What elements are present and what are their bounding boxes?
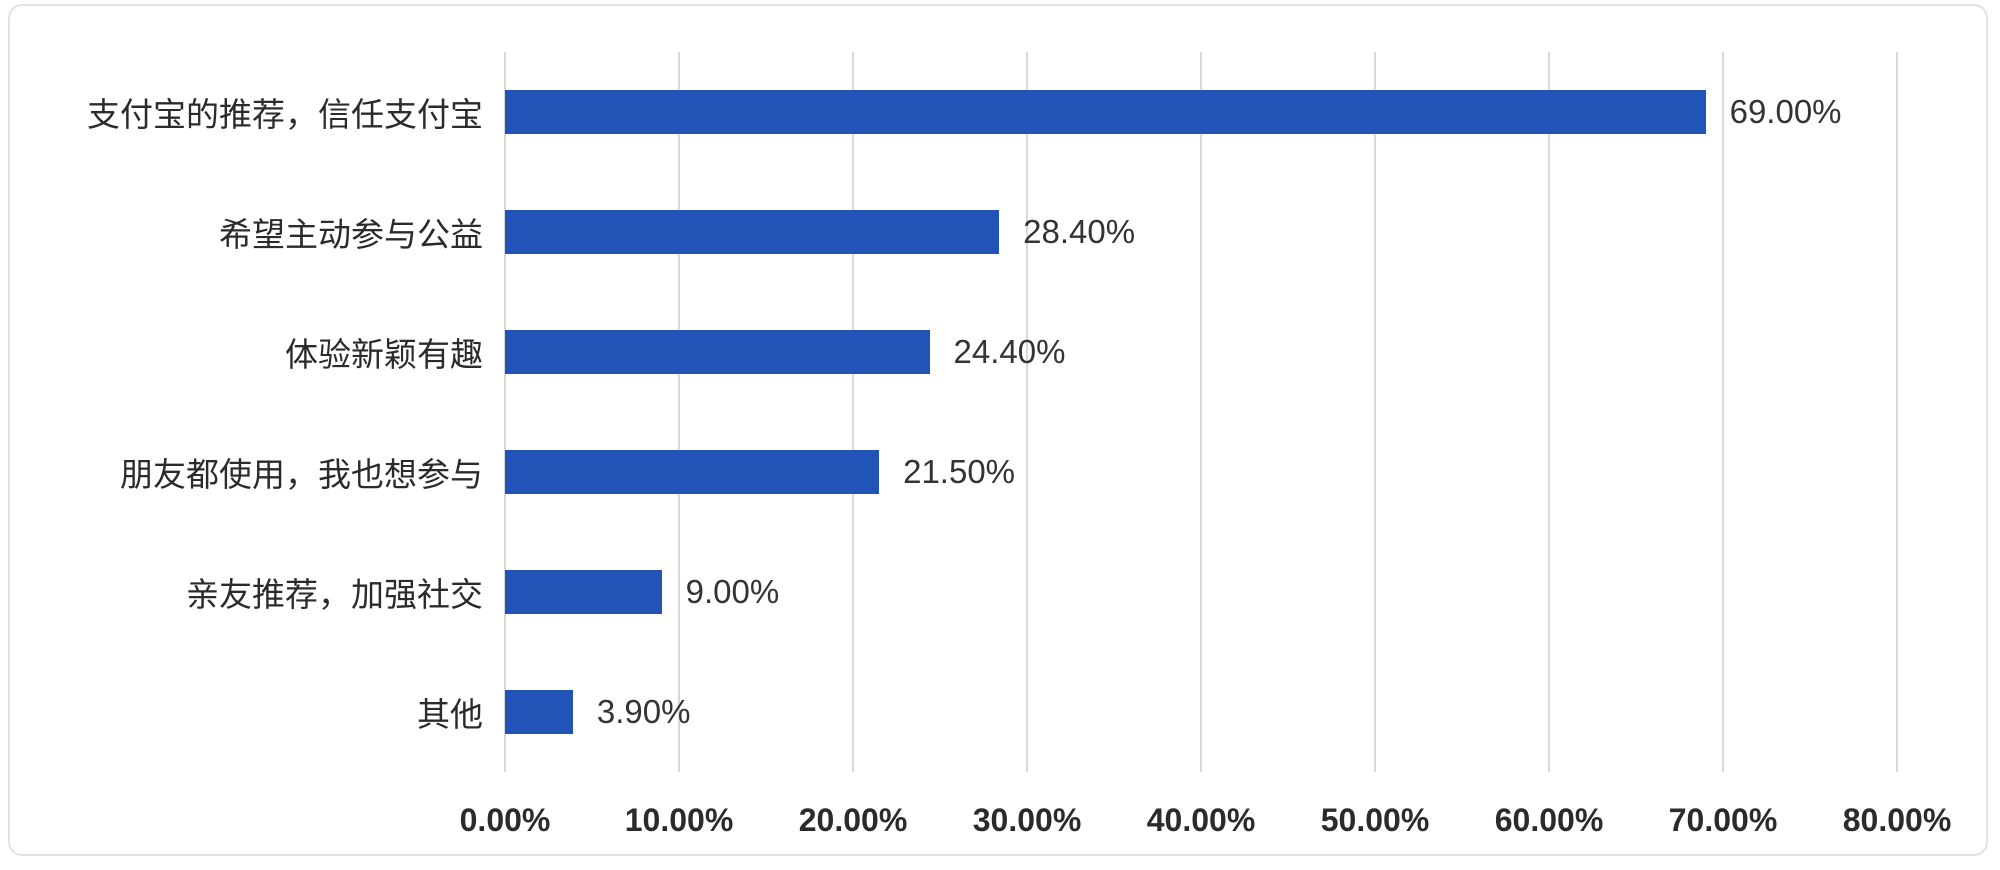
value-label: 69.00%	[1729, 93, 1842, 130]
gridline	[1374, 52, 1376, 772]
bar	[505, 570, 662, 614]
gridline	[678, 52, 680, 772]
gridline	[1200, 52, 1202, 772]
value-label: 24.40%	[953, 333, 1066, 370]
x-axis-tick-label: 20.00%	[798, 802, 908, 838]
category-label: 支付宝的推荐，信任支付宝	[87, 96, 483, 133]
category-label: 亲友推荐，加强社交	[186, 576, 483, 613]
x-axis-tick-label: 40.00%	[1146, 802, 1256, 838]
bar	[505, 690, 573, 734]
value-label: 3.90%	[596, 693, 691, 730]
y-axis-line	[504, 52, 506, 772]
value-label: 28.40%	[1023, 213, 1136, 250]
x-axis-tick-label: 0.00%	[459, 802, 551, 838]
bar	[505, 210, 1000, 254]
value-label: 9.00%	[685, 573, 780, 610]
category-label: 朋友都使用，我也想参与	[120, 456, 483, 493]
value-label: 21.50%	[903, 453, 1016, 490]
bar	[505, 330, 930, 374]
category-label: 体验新颖有趣	[285, 336, 483, 373]
x-axis-tick-label: 70.00%	[1668, 802, 1778, 838]
x-axis-tick-label: 30.00%	[972, 802, 1082, 838]
gridline	[1548, 52, 1550, 772]
gridline	[852, 52, 854, 772]
x-axis-tick-label: 80.00%	[1842, 802, 1952, 838]
x-axis-tick-label: 50.00%	[1320, 802, 1430, 838]
category-label: 希望主动参与公益	[219, 216, 483, 253]
gridline	[1722, 52, 1724, 772]
gridline	[1896, 52, 1898, 772]
category-label: 其他	[417, 696, 483, 733]
bar	[505, 450, 880, 494]
x-axis-tick-label: 10.00%	[624, 802, 734, 838]
bar	[505, 90, 1706, 134]
gridline	[1026, 52, 1028, 772]
chart-frame: 支付宝的推荐，信任支付宝 69.00% 希望主动参与公益 28.40% 体验新颖有趣 24…	[8, 4, 1988, 856]
x-axis-tick-label: 60.00%	[1494, 802, 1604, 838]
